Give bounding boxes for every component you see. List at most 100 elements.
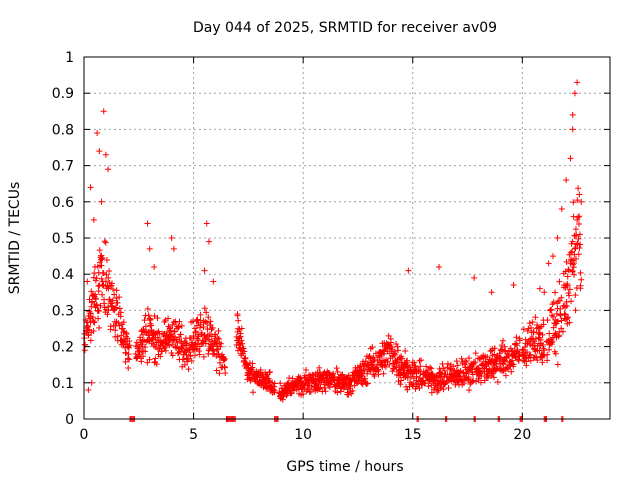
data-point <box>436 263 443 270</box>
data-point <box>221 356 228 363</box>
data-point <box>178 322 185 329</box>
data-point <box>391 348 398 355</box>
data-point <box>370 354 377 361</box>
data-point <box>242 355 249 362</box>
data-point <box>221 364 228 371</box>
data-point <box>123 331 130 338</box>
data-point <box>438 370 445 377</box>
data-point <box>337 388 344 395</box>
data-point <box>427 364 434 371</box>
data-point <box>122 350 129 357</box>
data-point <box>330 370 337 377</box>
data-point <box>563 258 570 265</box>
data-point <box>510 282 517 289</box>
data-point <box>557 305 564 312</box>
data-point <box>541 352 548 359</box>
data-point <box>210 278 217 285</box>
data-point <box>440 365 447 372</box>
data-point <box>536 285 543 292</box>
data-point <box>317 384 324 391</box>
data-point <box>321 385 328 392</box>
data-point <box>139 353 146 360</box>
data-point <box>525 325 532 332</box>
data-point <box>237 330 244 337</box>
data-point <box>215 327 222 334</box>
data-point <box>152 355 159 362</box>
data-point <box>93 275 100 282</box>
data-point <box>400 367 407 374</box>
data-point <box>498 346 505 353</box>
data-point <box>169 341 176 348</box>
data-point <box>460 380 467 387</box>
data-point <box>398 355 405 362</box>
data-point <box>103 271 110 278</box>
data-point <box>153 361 160 368</box>
data-point <box>558 325 565 332</box>
data-point <box>173 345 180 352</box>
data-point <box>117 309 124 316</box>
data-point <box>382 363 389 370</box>
data-point <box>526 320 533 327</box>
data-point <box>99 291 106 298</box>
data-point <box>87 337 94 344</box>
y-tick-label: 0.8 <box>52 122 74 138</box>
data-point <box>203 220 210 227</box>
data-point <box>576 213 583 220</box>
data-point <box>105 166 112 173</box>
data-point <box>516 337 523 344</box>
data-point <box>575 214 582 221</box>
data-point <box>546 330 553 337</box>
data-point <box>520 326 527 333</box>
data-point <box>175 349 182 356</box>
data-point <box>539 359 546 366</box>
data-point <box>201 333 208 340</box>
data-point <box>192 352 199 359</box>
data-point <box>565 267 572 274</box>
data-point <box>569 111 576 118</box>
data-point <box>177 331 184 338</box>
data-point <box>170 245 177 252</box>
data-point <box>499 337 506 344</box>
data-point <box>575 221 582 228</box>
data-point <box>162 344 169 351</box>
data-point <box>454 362 461 369</box>
data-point <box>428 365 435 372</box>
data-point <box>475 365 482 372</box>
data-point <box>249 360 256 367</box>
data-point <box>125 344 132 351</box>
data-point <box>88 288 95 295</box>
data-point <box>450 363 457 370</box>
data-point <box>556 278 563 285</box>
data-point <box>558 206 565 213</box>
data-point <box>387 339 394 346</box>
data-point <box>530 329 537 336</box>
data-point <box>574 197 581 204</box>
data-point <box>303 367 310 374</box>
data-point <box>440 386 447 393</box>
data-point <box>554 235 561 241</box>
data-point <box>550 324 557 331</box>
data-point <box>90 328 97 335</box>
data-point <box>94 315 101 322</box>
data-point <box>534 321 541 328</box>
data-point <box>571 260 578 267</box>
data-point <box>197 311 204 318</box>
data-point <box>568 298 575 305</box>
data-point <box>576 231 583 238</box>
data-point <box>418 357 425 364</box>
grid <box>84 57 610 419</box>
data-point <box>369 344 376 351</box>
data-point <box>334 389 341 396</box>
data-point <box>91 263 98 270</box>
data-point <box>235 317 242 324</box>
data-point <box>188 357 195 364</box>
chart-title: Day 044 of 2025, SRMTID for receiver av0… <box>193 20 497 36</box>
data-point <box>181 361 188 368</box>
data-point <box>101 238 108 245</box>
data-point <box>102 151 109 158</box>
data-point <box>544 351 551 358</box>
data-point <box>138 358 145 365</box>
data-point <box>349 387 356 394</box>
data-point <box>277 380 284 387</box>
